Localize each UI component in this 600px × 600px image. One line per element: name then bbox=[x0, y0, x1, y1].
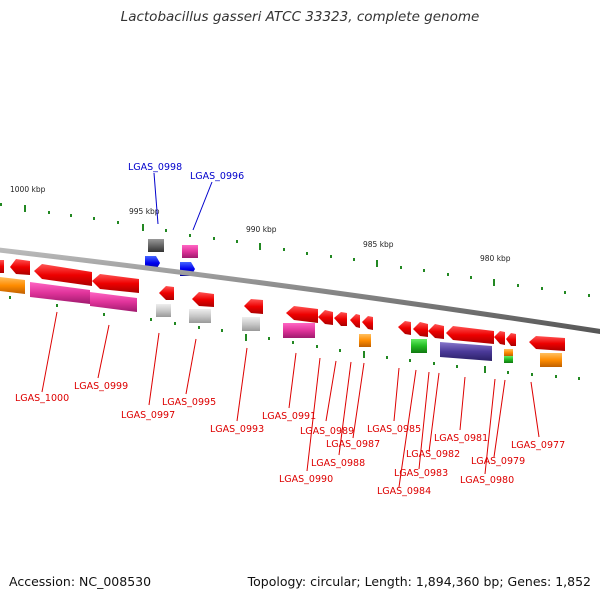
gene-block-orange[interactable] bbox=[540, 353, 562, 367]
scale-label-980: 980 kbp bbox=[480, 254, 511, 263]
gene-arrow[interactable] bbox=[34, 264, 92, 286]
summary-text: Topology: circular; Length: 1,894,360 bp… bbox=[247, 574, 591, 589]
gene-block-gray[interactable] bbox=[156, 304, 171, 317]
gene-block-magenta[interactable] bbox=[182, 245, 198, 258]
gene-label-lgas-0989[interactable]: LGAS_0989 bbox=[300, 426, 354, 437]
gene-arrow[interactable] bbox=[413, 322, 428, 337]
genome-backbone bbox=[0, 247, 600, 334]
gene-arrow[interactable] bbox=[506, 333, 516, 346]
gene-label-lgas-0998[interactable]: LGAS_0998 bbox=[128, 162, 182, 173]
scale-label-990: 990 kbp bbox=[246, 225, 277, 234]
gene-label-lgas-0979[interactable]: LGAS_0979 bbox=[471, 456, 525, 467]
gene-block-gray[interactable] bbox=[189, 309, 211, 323]
gene-label-lgas-0981[interactable]: LGAS_0981 bbox=[434, 433, 488, 444]
scale-label-995: 995 kbp bbox=[129, 207, 160, 216]
gene-label-lgas-0980[interactable]: LGAS_0980 bbox=[460, 475, 514, 486]
gene-block-orange[interactable] bbox=[504, 349, 513, 356]
gene-arrow[interactable] bbox=[318, 310, 333, 325]
gene-label-lgas-0993[interactable]: LGAS_0993 bbox=[210, 424, 264, 435]
gene-arrow[interactable] bbox=[494, 331, 505, 345]
gene-arrow[interactable] bbox=[350, 314, 360, 328]
scale-label-1000: 1000 kbp bbox=[10, 185, 46, 194]
gene-block-green[interactable] bbox=[411, 339, 427, 353]
gene-arrow[interactable] bbox=[92, 274, 139, 293]
red-genes bbox=[0, 259, 565, 351]
gene-block-orange[interactable] bbox=[0, 277, 25, 294]
colored-gene-blocks bbox=[0, 277, 562, 367]
accession-text: Accession: NC_008530 bbox=[9, 574, 152, 589]
gene-arrow[interactable] bbox=[428, 324, 444, 339]
gene-arrow[interactable] bbox=[334, 312, 347, 326]
gene-label-lgas-0982[interactable]: LGAS_0982 bbox=[406, 449, 460, 460]
gene-label-lgas-0987[interactable]: LGAS_0987 bbox=[326, 439, 380, 450]
gene-label-lgas-0985[interactable]: LGAS_0985 bbox=[367, 424, 421, 435]
gene-label-lgas-0977[interactable]: LGAS_0977 bbox=[511, 440, 565, 451]
gene-block-gray[interactable] bbox=[242, 317, 260, 331]
gene-block-darkgray[interactable] bbox=[148, 239, 164, 252]
gene-arrow[interactable] bbox=[244, 299, 263, 314]
gene-label-lgas-0984[interactable]: LGAS_0984 bbox=[377, 486, 431, 497]
inner-ticks bbox=[9, 296, 580, 380]
gene-block-magenta[interactable] bbox=[283, 323, 315, 338]
gene-label-lgas-0991[interactable]: LGAS_0991 bbox=[262, 411, 316, 422]
gene-label-lgas-0988[interactable]: LGAS_0988 bbox=[311, 458, 365, 469]
gene-block-green[interactable] bbox=[504, 356, 513, 363]
gene-label-lgas-1000[interactable]: LGAS_1000 bbox=[15, 393, 69, 404]
gene-block-magenta[interactable] bbox=[30, 282, 90, 304]
gene-label-lgas-0999[interactable]: LGAS_0999 bbox=[74, 381, 128, 392]
gene-arrow[interactable] bbox=[192, 292, 214, 307]
gene-label-lgas-0983[interactable]: LGAS_0983 bbox=[394, 468, 448, 479]
gene-label-lgas-0995[interactable]: LGAS_0995 bbox=[162, 397, 216, 408]
gene-label-lgas-0997[interactable]: LGAS_0997 bbox=[121, 410, 175, 421]
gene-arrow[interactable] bbox=[529, 336, 565, 351]
leader-lines-blue bbox=[153, 172, 213, 231]
map-title: Lactobacillus gasseri ATCC 33323, comple… bbox=[120, 9, 480, 25]
gene-arrow[interactable] bbox=[159, 286, 174, 300]
gene-arrow[interactable] bbox=[446, 326, 494, 344]
gene-block-orange[interactable] bbox=[359, 334, 371, 347]
gene-block-purple[interactable] bbox=[440, 342, 492, 361]
gene-arrow[interactable] bbox=[362, 316, 373, 330]
scale-ticks bbox=[0, 203, 590, 297]
leader-lines-red bbox=[41, 311, 540, 488]
gene-arrow[interactable] bbox=[398, 321, 411, 335]
gene-arrow[interactable] bbox=[10, 259, 30, 275]
gene-label-lgas-0990[interactable]: LGAS_0990 bbox=[279, 474, 333, 485]
gene-label-lgas-0996[interactable]: LGAS_0996 bbox=[190, 171, 244, 182]
gene-arrow[interactable] bbox=[286, 306, 318, 323]
scale-label-985: 985 kbp bbox=[363, 240, 394, 249]
gene-block-magenta[interactable] bbox=[90, 292, 137, 312]
